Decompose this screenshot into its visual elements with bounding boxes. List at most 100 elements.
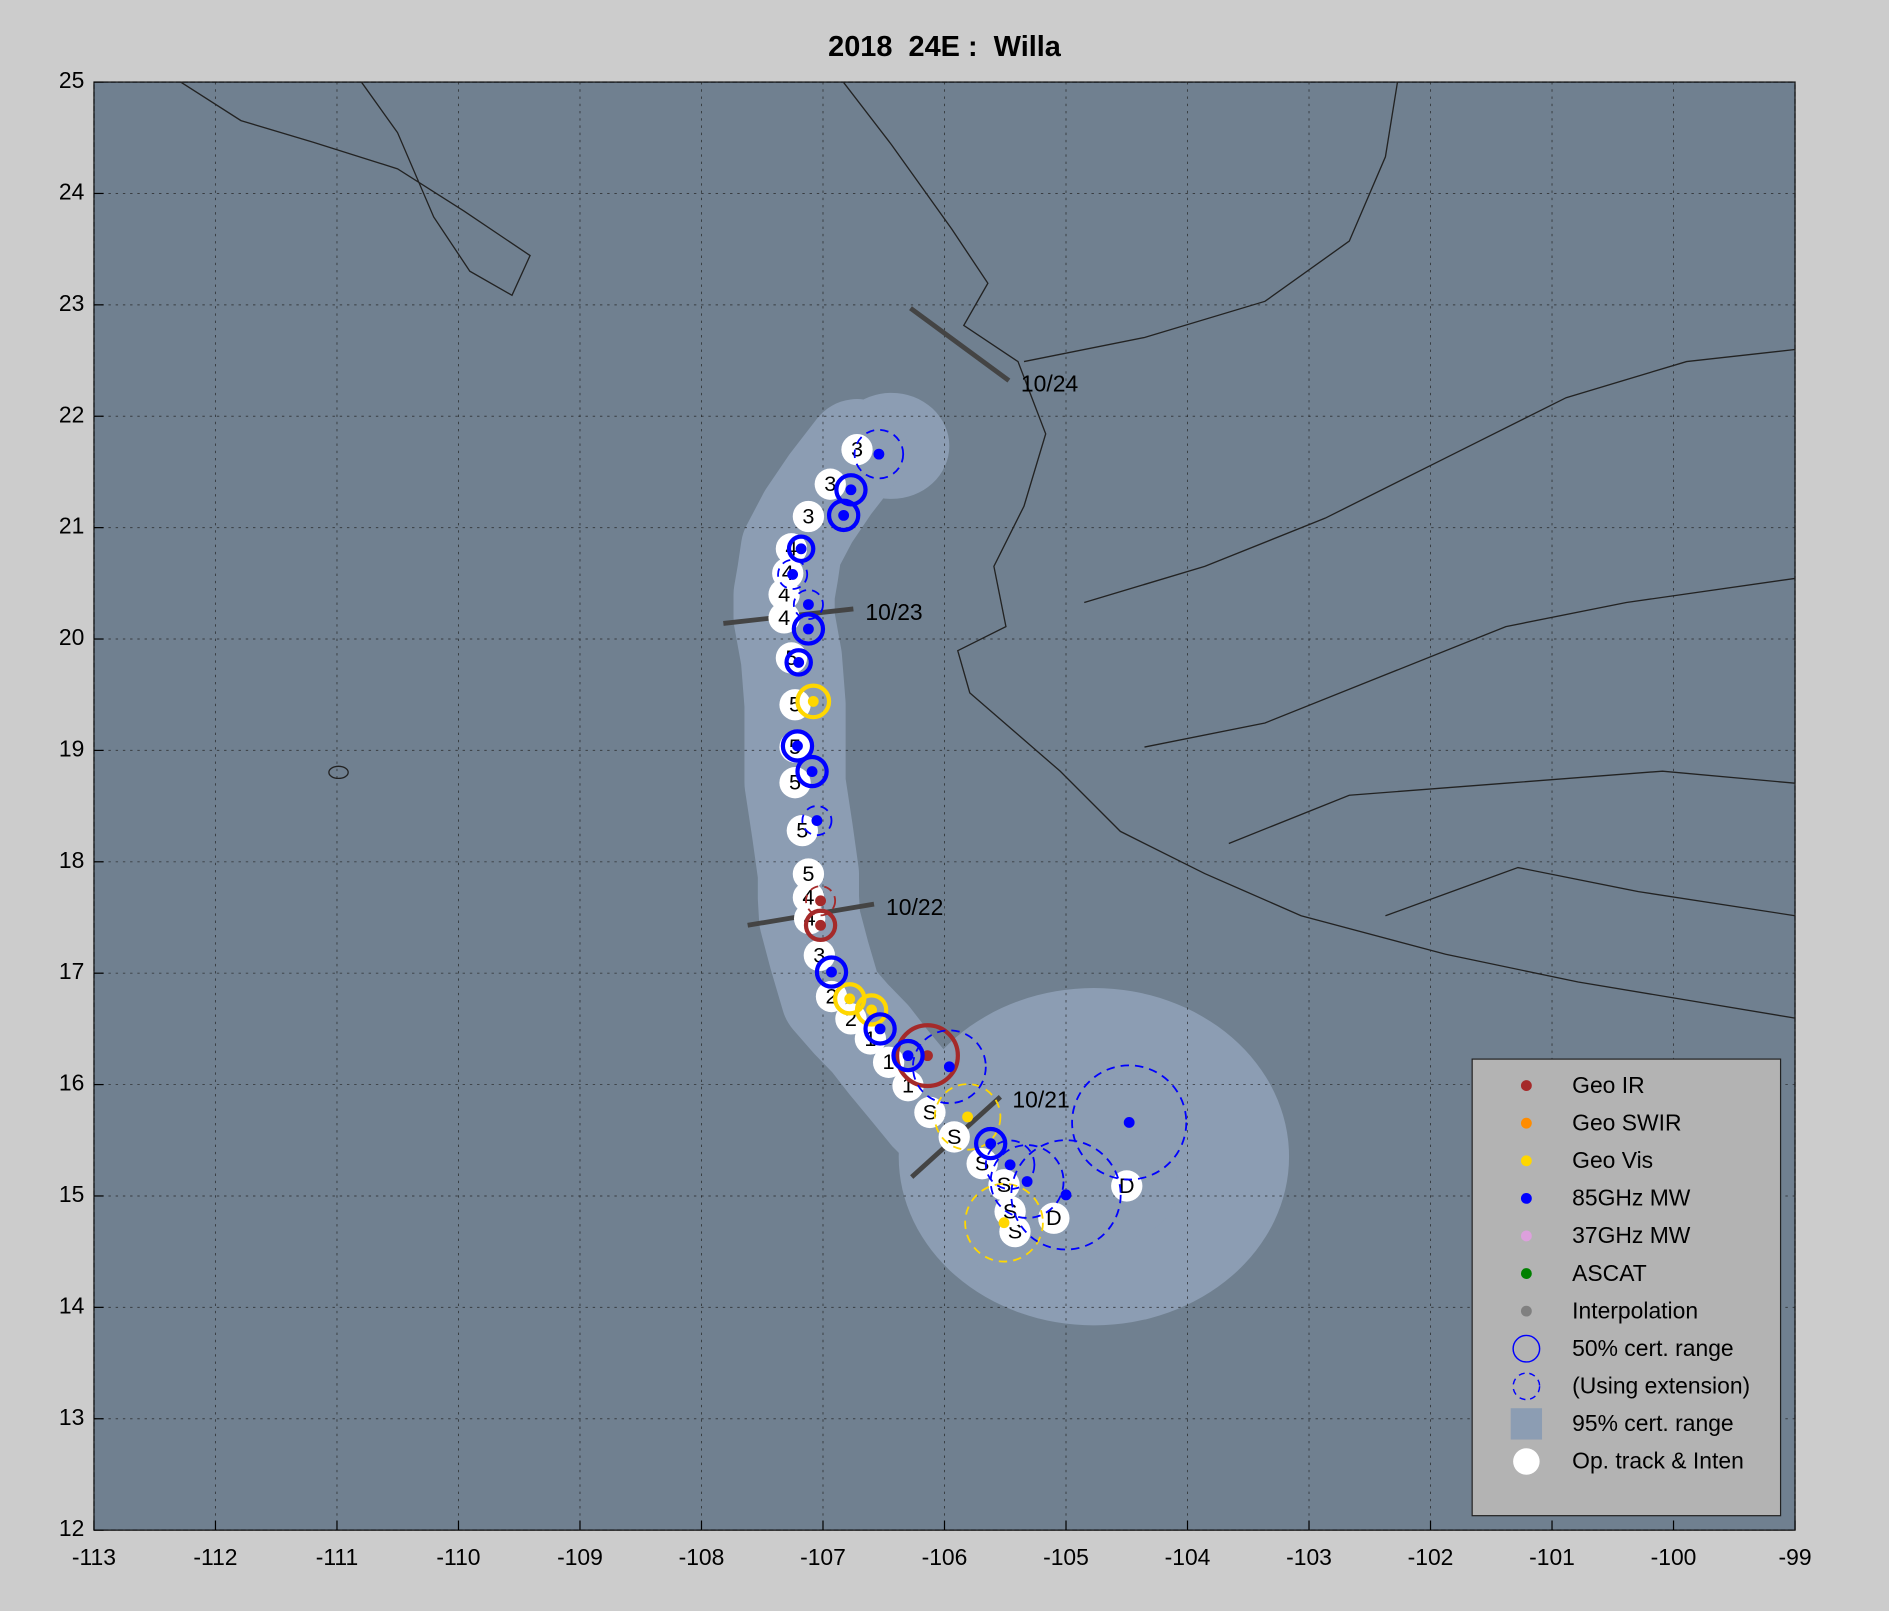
track-point — [775, 533, 808, 565]
x-tick-label: -100 — [1651, 1544, 1697, 1570]
coastline — [180, 81, 531, 297]
intensity-label: 5 — [802, 861, 814, 886]
legend-marker — [1520, 1268, 1532, 1279]
x-tick-label: -111 — [316, 1544, 358, 1570]
fix-point — [902, 1050, 914, 1062]
legend-marker — [1512, 1334, 1541, 1363]
track-point — [892, 1070, 924, 1102]
cert-50-circle — [863, 1012, 897, 1046]
y-tick-label: 16 — [59, 1070, 84, 1096]
cert-50-circle — [784, 648, 813, 677]
intensity-label: 4 — [802, 884, 814, 909]
fix-point — [998, 1217, 1010, 1229]
intensity-label: 3 — [824, 471, 836, 496]
chart-title: 2018 24E : Willa — [828, 31, 1062, 63]
cert-50-circle — [933, 1083, 1002, 1151]
intensity-label: 4 — [778, 605, 790, 630]
intensity-label: D — [1046, 1205, 1062, 1230]
y-tick-label: 15 — [59, 1181, 84, 1207]
cert-50-circle — [895, 1023, 960, 1089]
cert-50-circle — [795, 683, 832, 720]
legend-label: 95% cert. range — [1572, 1410, 1734, 1436]
track-point — [792, 858, 825, 890]
y-tick-label: 13 — [59, 1404, 84, 1430]
x-tick-label: -113 — [72, 1544, 116, 1570]
x-tick-label: -101 — [1529, 1544, 1575, 1570]
x-tick-label: -108 — [679, 1544, 725, 1570]
legend-marker — [1513, 1448, 1540, 1475]
legend-marker — [1520, 1155, 1532, 1167]
legend-label: 50% cert. range — [1572, 1335, 1734, 1361]
cert-50-circle — [814, 955, 849, 989]
legend-label: Op. track & Inten — [1572, 1448, 1744, 1474]
y-tick-label: 24 — [59, 179, 85, 205]
cert-50-circle — [973, 1126, 1008, 1161]
fix-point — [795, 543, 807, 555]
x-tick-label: -102 — [1408, 1544, 1454, 1570]
cert-50-circle — [786, 534, 816, 564]
fix-point — [802, 599, 814, 610]
legend-marker — [1512, 1372, 1541, 1401]
cert-50-circle — [1071, 1064, 1188, 1181]
fix-point — [815, 895, 826, 907]
fix-point — [1123, 1117, 1135, 1128]
x-tick-label: -110 — [436, 1544, 480, 1570]
cert-50-circle — [801, 805, 833, 837]
date-label: 10/22 — [886, 894, 943, 920]
fix-point — [1060, 1189, 1072, 1201]
fix-point — [1021, 1176, 1033, 1187]
track-point — [938, 1121, 970, 1153]
fix-point — [845, 484, 857, 496]
fix-point — [874, 1023, 886, 1035]
cert-50-circle — [853, 428, 905, 480]
fix-point — [792, 740, 803, 752]
legend-label: Geo IR — [1572, 1072, 1644, 1098]
cert-50-circle — [964, 1182, 1044, 1263]
x-tick-label: -105 — [1043, 1544, 1089, 1570]
legend-marker — [1520, 1192, 1532, 1204]
intensity-label: S — [923, 1099, 937, 1124]
track-point — [779, 767, 811, 799]
track-point — [841, 433, 873, 466]
legend-label: Geo SWIR — [1572, 1109, 1681, 1135]
y-tick-label: 22 — [59, 401, 84, 427]
legend-label: ASCAT — [1572, 1260, 1647, 1286]
x-tick-label: -99 — [1779, 1544, 1812, 1570]
x-tick-label: -109 — [557, 1544, 603, 1570]
date-mark — [909, 306, 1011, 383]
track-point — [1038, 1202, 1070, 1234]
date-label: 10/23 — [865, 599, 922, 625]
coastlines — [180, 81, 1796, 1019]
track-point — [803, 939, 836, 972]
fix-point — [873, 448, 885, 460]
legend-label: 85GHz MW — [1572, 1185, 1691, 1211]
fix-point — [1004, 1159, 1016, 1171]
fix-point — [866, 1004, 878, 1016]
intensity-label: S — [947, 1124, 961, 1149]
x-tick-label: -107 — [800, 1544, 846, 1570]
cert-50-circle — [791, 612, 826, 646]
fix-point — [844, 993, 856, 1005]
cert-50-circle — [805, 885, 837, 917]
cert-50-circle — [792, 589, 824, 620]
intensity-label: D — [1119, 1173, 1135, 1198]
track-point — [966, 1148, 998, 1180]
intensity-label: 3 — [851, 437, 863, 462]
cert-50-circle — [891, 1038, 925, 1073]
legend-marker — [1520, 1230, 1532, 1242]
track-point — [768, 602, 800, 634]
y-tick-label: 17 — [59, 958, 84, 984]
fix-point — [922, 1050, 933, 1062]
fix-point — [943, 1061, 955, 1073]
fix-point — [807, 695, 819, 707]
y-tick-label: 14 — [59, 1292, 85, 1318]
fix-point — [787, 568, 799, 580]
legend-marker — [1520, 1080, 1532, 1092]
y-tick-label: 12 — [59, 1515, 84, 1541]
date-label: 10/24 — [1021, 370, 1079, 396]
fix-point — [962, 1111, 974, 1123]
legend-marker — [1510, 1408, 1543, 1440]
legend-marker — [1520, 1305, 1532, 1317]
y-tick-label: 19 — [59, 735, 84, 761]
